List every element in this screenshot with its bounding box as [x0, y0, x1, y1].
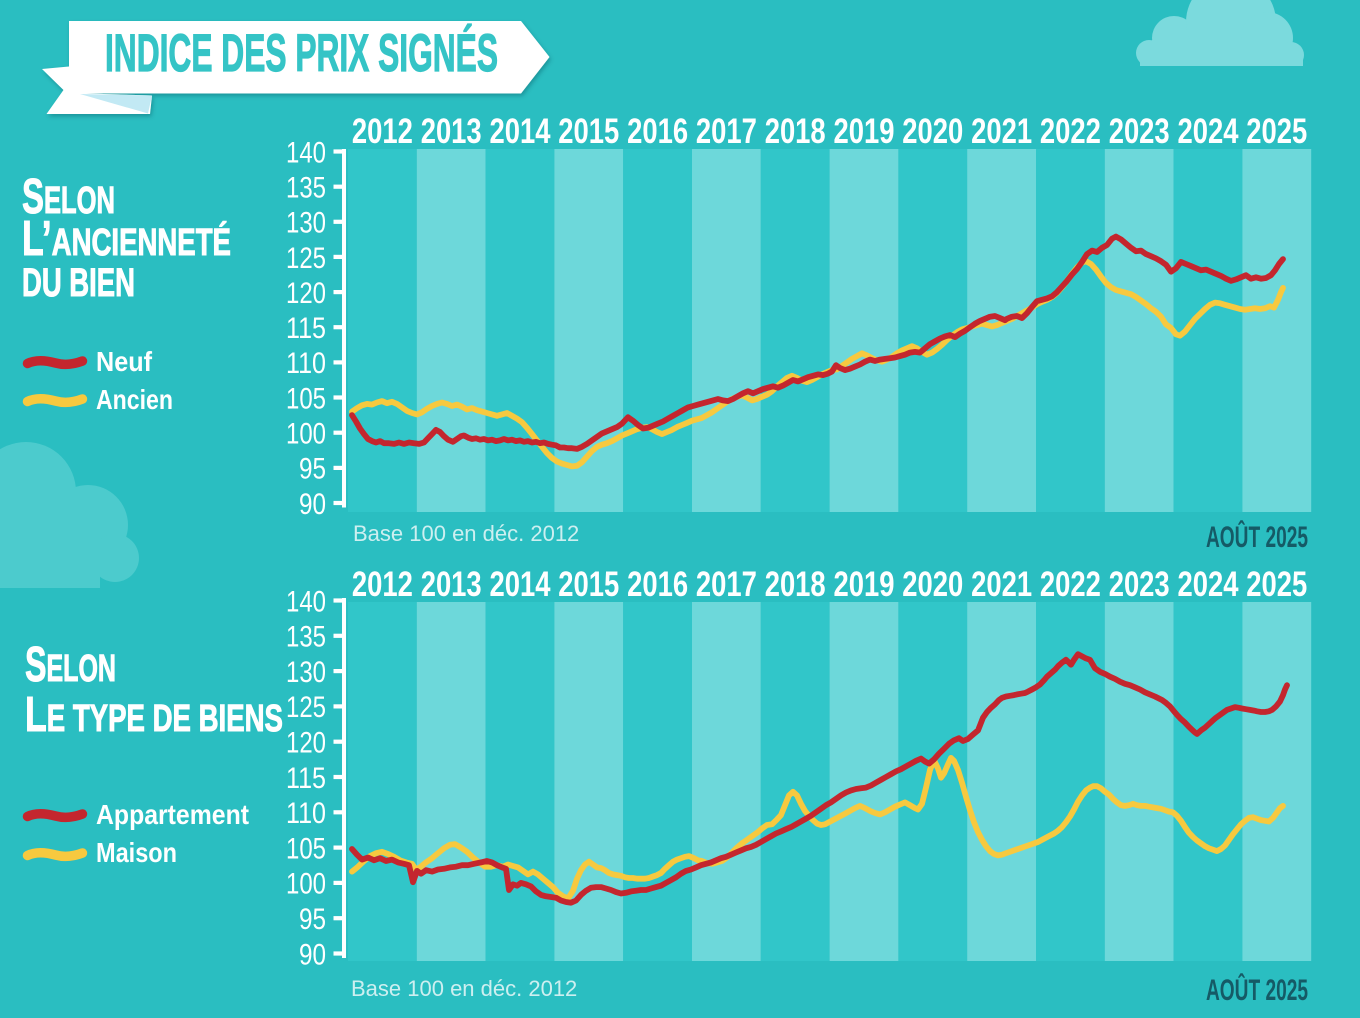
svg-text:2012: 2012 [352, 112, 413, 151]
svg-text:125: 125 [286, 242, 326, 275]
svg-text:110: 110 [286, 347, 326, 380]
svg-text:2015: 2015 [558, 565, 619, 604]
svg-text:140: 140 [286, 136, 326, 169]
svg-text:Ancien: Ancien [96, 384, 173, 415]
svg-text:2025: 2025 [1246, 112, 1307, 151]
svg-text:115: 115 [286, 762, 326, 795]
svg-text:2018: 2018 [765, 565, 826, 604]
svg-text:2016: 2016 [627, 565, 688, 604]
svg-text:110: 110 [286, 797, 326, 830]
svg-text:2014: 2014 [490, 112, 551, 151]
svg-text:SELON: SELON [22, 168, 115, 223]
svg-text:95: 95 [299, 453, 326, 486]
svg-text:2025: 2025 [1246, 565, 1307, 604]
svg-text:90: 90 [299, 938, 326, 971]
svg-text:2024: 2024 [1178, 565, 1239, 604]
svg-text:2022: 2022 [1040, 565, 1101, 604]
svg-text:2020: 2020 [902, 112, 963, 151]
svg-text:2022: 2022 [1040, 112, 1101, 151]
svg-text:Maison: Maison [96, 837, 177, 868]
svg-text:2018: 2018 [765, 112, 826, 151]
svg-text:130: 130 [286, 207, 326, 240]
svg-text:AOÛT 2025: AOÛT 2025 [1206, 520, 1308, 554]
svg-text:120: 120 [286, 277, 326, 310]
svg-text:Appartement: Appartement [96, 799, 249, 830]
svg-text:2014: 2014 [490, 565, 551, 604]
svg-text:2017: 2017 [696, 112, 757, 151]
svg-text:Base 100 en déc. 2012: Base 100 en déc. 2012 [353, 521, 579, 546]
svg-text:2019: 2019 [834, 112, 895, 151]
svg-text:L’ANCIENNETÉ: L’ANCIENNETÉ [22, 212, 231, 267]
svg-text:2016: 2016 [627, 112, 688, 151]
svg-text:100: 100 [286, 418, 326, 451]
svg-text:125: 125 [286, 691, 326, 724]
svg-text:90: 90 [299, 488, 326, 521]
svg-text:130: 130 [286, 656, 326, 689]
svg-text:135: 135 [286, 172, 326, 205]
svg-text:2012: 2012 [352, 565, 413, 604]
svg-text:140: 140 [286, 585, 326, 618]
svg-text:2013: 2013 [421, 565, 482, 604]
svg-text:120: 120 [286, 727, 326, 760]
svg-text:2015: 2015 [558, 112, 619, 151]
svg-text:105: 105 [286, 832, 326, 865]
svg-text:2021: 2021 [971, 112, 1032, 151]
svg-text:2017: 2017 [696, 565, 757, 604]
svg-text:105: 105 [286, 382, 326, 415]
svg-text:2019: 2019 [834, 565, 895, 604]
svg-text:Neuf: Neuf [96, 346, 153, 377]
svg-text:AOÛT 2025: AOÛT 2025 [1206, 973, 1308, 1007]
svg-text:INDICE DES PRIX SIGNÉS: INDICE DES PRIX SIGNÉS [105, 23, 498, 83]
svg-text:2024: 2024 [1178, 112, 1239, 151]
svg-text:100: 100 [286, 868, 326, 901]
svg-text:115: 115 [286, 312, 326, 345]
svg-text:DU BIEN: DU BIEN [22, 261, 135, 305]
svg-text:Base 100 en déc. 2012: Base 100 en déc. 2012 [351, 976, 577, 1001]
svg-text:2013: 2013 [421, 112, 482, 151]
svg-text:95: 95 [299, 903, 326, 936]
svg-text:2023: 2023 [1109, 565, 1170, 604]
svg-text:2020: 2020 [902, 565, 963, 604]
svg-text:SELON: SELON [25, 636, 116, 692]
svg-text:LE TYPE DE BIENS: LE TYPE DE BIENS [25, 688, 283, 743]
svg-text:2023: 2023 [1109, 112, 1170, 151]
svg-text:135: 135 [286, 621, 326, 654]
svg-text:2021: 2021 [971, 565, 1032, 604]
